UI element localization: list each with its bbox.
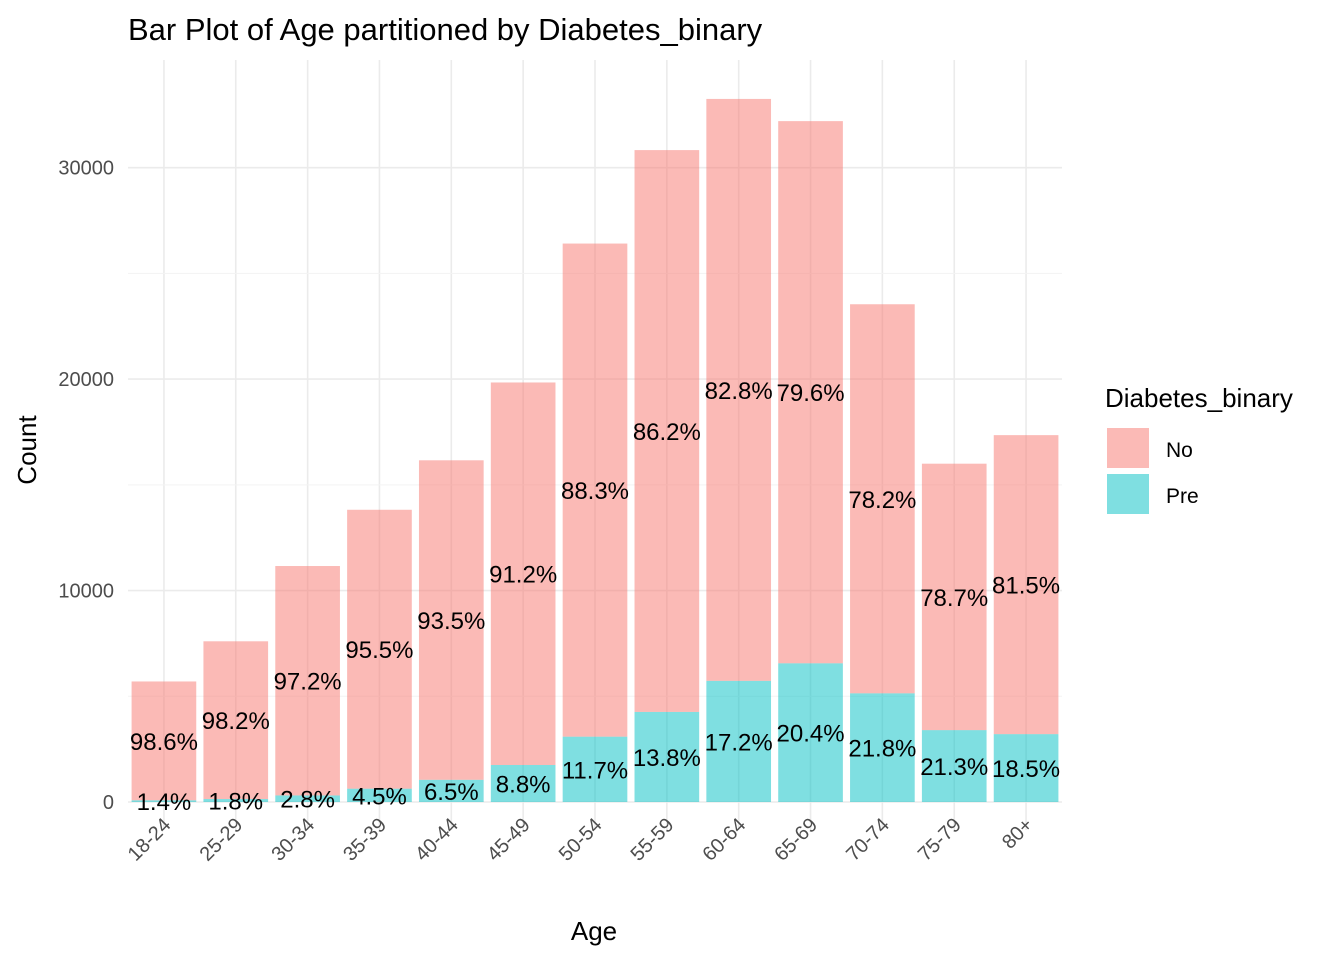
x-tick-label: 80+ bbox=[998, 814, 1038, 854]
data-label-no: 78.7% bbox=[920, 585, 988, 612]
data-labels-group: 1.4% 98.6% 1.8% 98.2% 2.8% 97.2% 4.5% 95.5% 6.5%… bbox=[130, 378, 1060, 816]
bar-no bbox=[921, 463, 987, 731]
data-label-pre: 21.8% bbox=[848, 736, 916, 763]
data-label-pre: 11.7% bbox=[562, 757, 628, 784]
data-label-no: 98.6% bbox=[130, 729, 198, 756]
bar-pre bbox=[490, 764, 556, 802]
bar-no bbox=[347, 509, 412, 789]
bar-no bbox=[634, 150, 700, 712]
legend-swatch-no bbox=[1107, 428, 1149, 468]
legend-swatch-pre bbox=[1107, 474, 1149, 514]
bar-pre bbox=[418, 779, 484, 802]
y-tick-label: 0 bbox=[103, 792, 114, 814]
bar-no bbox=[562, 243, 628, 737]
data-label-pre: 18.5% bbox=[992, 756, 1060, 783]
data-label-pre: 4.5% bbox=[352, 783, 407, 810]
x-tick-label: 50-54 bbox=[555, 814, 607, 866]
bar-no bbox=[131, 681, 197, 801]
bar-no bbox=[993, 435, 1059, 735]
x-tick-label: 55-59 bbox=[627, 814, 679, 866]
legend-title: Diabetes_binary bbox=[1105, 383, 1293, 413]
bar-no bbox=[850, 304, 915, 694]
data-label-no: 98.2% bbox=[202, 708, 270, 735]
x-tick-label: 30-34 bbox=[267, 814, 319, 866]
legend-label-no: No bbox=[1166, 439, 1193, 462]
data-label-no: 88.3% bbox=[561, 478, 629, 505]
data-label-pre: 20.4% bbox=[777, 721, 845, 748]
bar-pre bbox=[850, 693, 915, 802]
x-tick-label: 35-39 bbox=[339, 814, 391, 866]
y-tick-label: 10000 bbox=[58, 581, 114, 603]
data-label-no: 82.8% bbox=[705, 378, 773, 405]
bar-no bbox=[490, 382, 556, 765]
data-label-no: 91.2% bbox=[489, 562, 557, 589]
bar-no bbox=[706, 98, 772, 681]
y-tick-label: 30000 bbox=[58, 158, 114, 180]
bars-group bbox=[131, 98, 1059, 802]
bar-pre bbox=[706, 680, 772, 802]
data-label-no: 93.5% bbox=[417, 608, 485, 635]
y-tick-label: 20000 bbox=[58, 369, 114, 391]
x-tick-label: 40-44 bbox=[411, 814, 463, 866]
data-label-no: 97.2% bbox=[274, 669, 342, 696]
data-label-no: 86.2% bbox=[633, 419, 701, 446]
x-tick-label: 25-29 bbox=[196, 814, 248, 866]
x-tick-label: 60-64 bbox=[698, 814, 750, 866]
data-label-no: 78.2% bbox=[848, 487, 916, 514]
bar-pre bbox=[921, 730, 987, 802]
x-tick-label: 70-74 bbox=[842, 814, 894, 866]
data-label-pre: 1.8% bbox=[208, 789, 263, 816]
bar-pre bbox=[562, 736, 628, 802]
data-label-pre: 1.4% bbox=[137, 789, 192, 816]
y-axis-ticks: 0 10000 20000 30000 bbox=[58, 158, 114, 814]
x-tick-label: 75-79 bbox=[914, 814, 966, 866]
bar-pre bbox=[347, 788, 412, 802]
y-axis-title: Count bbox=[12, 415, 42, 485]
chart-title: Bar Plot of Age partitioned by Diabetes_… bbox=[128, 12, 763, 47]
data-label-pre: 2.8% bbox=[280, 787, 335, 814]
data-label-pre: 6.5% bbox=[424, 779, 479, 806]
bar-no bbox=[418, 460, 484, 780]
x-axis-title: Age bbox=[571, 916, 617, 946]
data-label-no: 81.5% bbox=[992, 573, 1060, 600]
data-label-pre: 8.8% bbox=[496, 771, 551, 798]
x-tick-label: 65-69 bbox=[770, 814, 822, 866]
data-label-pre: 13.8% bbox=[633, 745, 701, 772]
bar-pre bbox=[993, 734, 1059, 802]
bar-pre bbox=[778, 663, 843, 802]
data-label-no: 95.5% bbox=[345, 637, 413, 664]
bar-no bbox=[275, 566, 340, 796]
x-axis-ticks: 18-24 25-29 30-34 35-39 40-44 45-49 50-54 55-59… bbox=[124, 814, 1038, 866]
bar-no bbox=[778, 121, 843, 664]
bar-no bbox=[203, 641, 269, 800]
legend: Diabetes_binary No Pre bbox=[1105, 383, 1293, 514]
bar-pre bbox=[275, 795, 340, 802]
data-label-no: 79.6% bbox=[777, 380, 845, 407]
bar-pre bbox=[634, 711, 700, 802]
legend-label-pre: Pre bbox=[1166, 485, 1199, 508]
data-label-pre: 17.2% bbox=[705, 729, 773, 756]
bar-pre bbox=[131, 800, 197, 802]
bar-pre bbox=[203, 799, 269, 802]
data-label-pre: 21.3% bbox=[920, 754, 988, 781]
x-tick-label: 45-49 bbox=[483, 814, 535, 866]
x-tick-label: 18-24 bbox=[124, 814, 176, 866]
